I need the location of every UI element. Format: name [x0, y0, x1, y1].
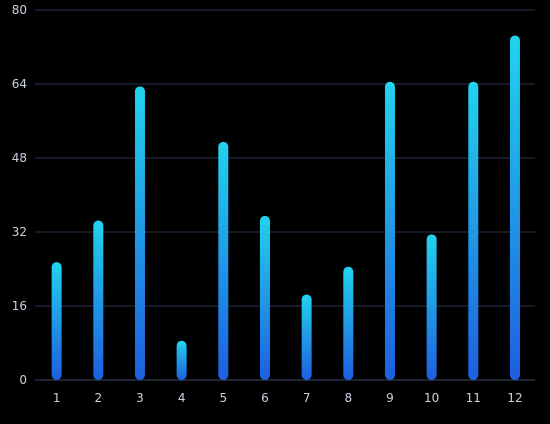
bar[interactable] [301, 294, 312, 380]
x-tick-label: 12 [507, 391, 522, 405]
bars [51, 35, 520, 380]
grid-lines [35, 9, 535, 381]
bar[interactable] [468, 81, 479, 380]
bar[interactable] [384, 81, 395, 380]
bar[interactable] [218, 141, 229, 380]
y-tick-label: 64 [12, 77, 27, 91]
bar[interactable] [176, 340, 187, 380]
x-axis-ticks: 1 2 3 4 5 6 7 8 9 10 11 12 [53, 391, 523, 405]
y-tick-label: 0 [19, 373, 27, 387]
y-tick-label: 48 [12, 151, 27, 165]
y-axis-ticks: 0 16 32 48 64 80 [12, 3, 27, 387]
bar[interactable] [343, 266, 354, 380]
y-tick-label: 16 [12, 299, 27, 313]
bar[interactable] [426, 234, 437, 380]
x-tick-label: 9 [386, 391, 394, 405]
x-tick-label: 3 [136, 391, 144, 405]
x-tick-label: 2 [94, 391, 102, 405]
x-tick-label: 6 [261, 391, 269, 405]
x-tick-label: 7 [303, 391, 311, 405]
bar[interactable] [509, 35, 520, 380]
bar[interactable] [259, 215, 270, 380]
bar[interactable] [134, 86, 145, 380]
x-tick-label: 11 [466, 391, 481, 405]
y-tick-label: 32 [12, 225, 27, 239]
x-tick-label: 8 [344, 391, 352, 405]
x-tick-label: 4 [178, 391, 186, 405]
x-tick-label: 10 [424, 391, 439, 405]
y-tick-label: 80 [12, 3, 27, 17]
x-tick-label: 1 [53, 391, 61, 405]
bar[interactable] [93, 220, 104, 380]
x-tick-label: 5 [219, 391, 227, 405]
bar[interactable] [51, 262, 62, 380]
